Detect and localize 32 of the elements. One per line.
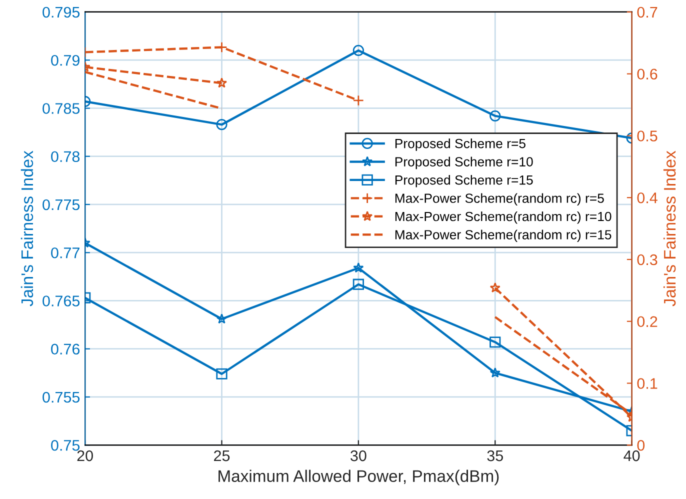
legend-label: Proposed Scheme r=10 [395,156,533,170]
x-tick-label: 30 [350,450,366,462]
legend-label: Max-Power Scheme(random rc) r=10 [395,211,612,224]
x-tick-label: 25 [214,450,230,462]
x-tick-label: 20 [77,450,93,462]
y2-tick-label: 0.6 [637,68,658,80]
y-tick-label: 0.795 [42,6,80,18]
y2-tick-label: 0.3 [637,254,658,266]
legend-label: Max-Power Scheme(random rc) r=5 [395,193,604,206]
y-tick-label: 0.77 [51,247,80,258]
x-axis-title: Maximum Allowed Power, Pmax(dBm) [218,470,499,486]
y-tick-label: 0.785 [42,103,80,114]
y-tick-label: 0.775 [42,199,80,210]
y2-tick-label: 0.7 [637,6,658,18]
y-tick-label: 0.76 [51,344,80,355]
x-tick-label: 35 [487,450,503,462]
legend-label: Proposed Scheme r=15 [395,175,533,188]
y2-tick-label: 0.5 [637,130,658,142]
y-tick-label: 0.79 [51,54,80,66]
y-tick-label: 0.75 [51,440,80,451]
y2-tick-label: 0.1 [637,378,658,389]
y2-tick-label: 0.4 [637,192,658,204]
y-tick-label: 0.765 [42,296,80,306]
y-axis-title: Jain's Fairness Index [20,150,34,306]
y-tick-label: 0.755 [42,392,80,403]
y2-tick-label: 0 [637,440,645,451]
y-tick-label: 0.78 [51,151,80,162]
x-tick-label: 40 [624,450,640,462]
legend-label: Proposed Scheme r=5 [395,138,526,151]
y2-axis-title: Jain's Fairness Index [663,150,676,306]
legend-label: Max-Power Scheme(random rc) r=15 [395,230,612,242]
y2-tick-label: 0.2 [637,316,658,328]
